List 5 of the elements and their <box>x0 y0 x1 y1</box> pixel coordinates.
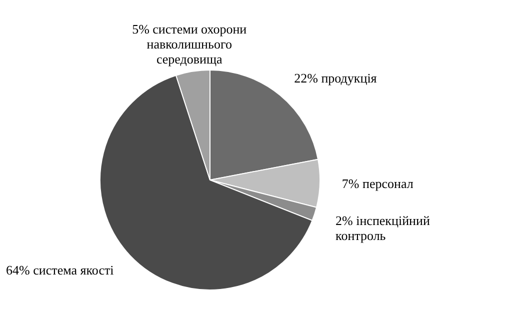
slice-label: 22% продукція <box>294 70 377 86</box>
slice-label: 5% системи охорони навколишнього середовища <box>132 22 247 67</box>
slice-label: 2% інспекційний контроль <box>336 212 430 243</box>
slice-label: 64% система якості <box>6 262 114 278</box>
slice-label: 7% персонал <box>342 176 414 192</box>
